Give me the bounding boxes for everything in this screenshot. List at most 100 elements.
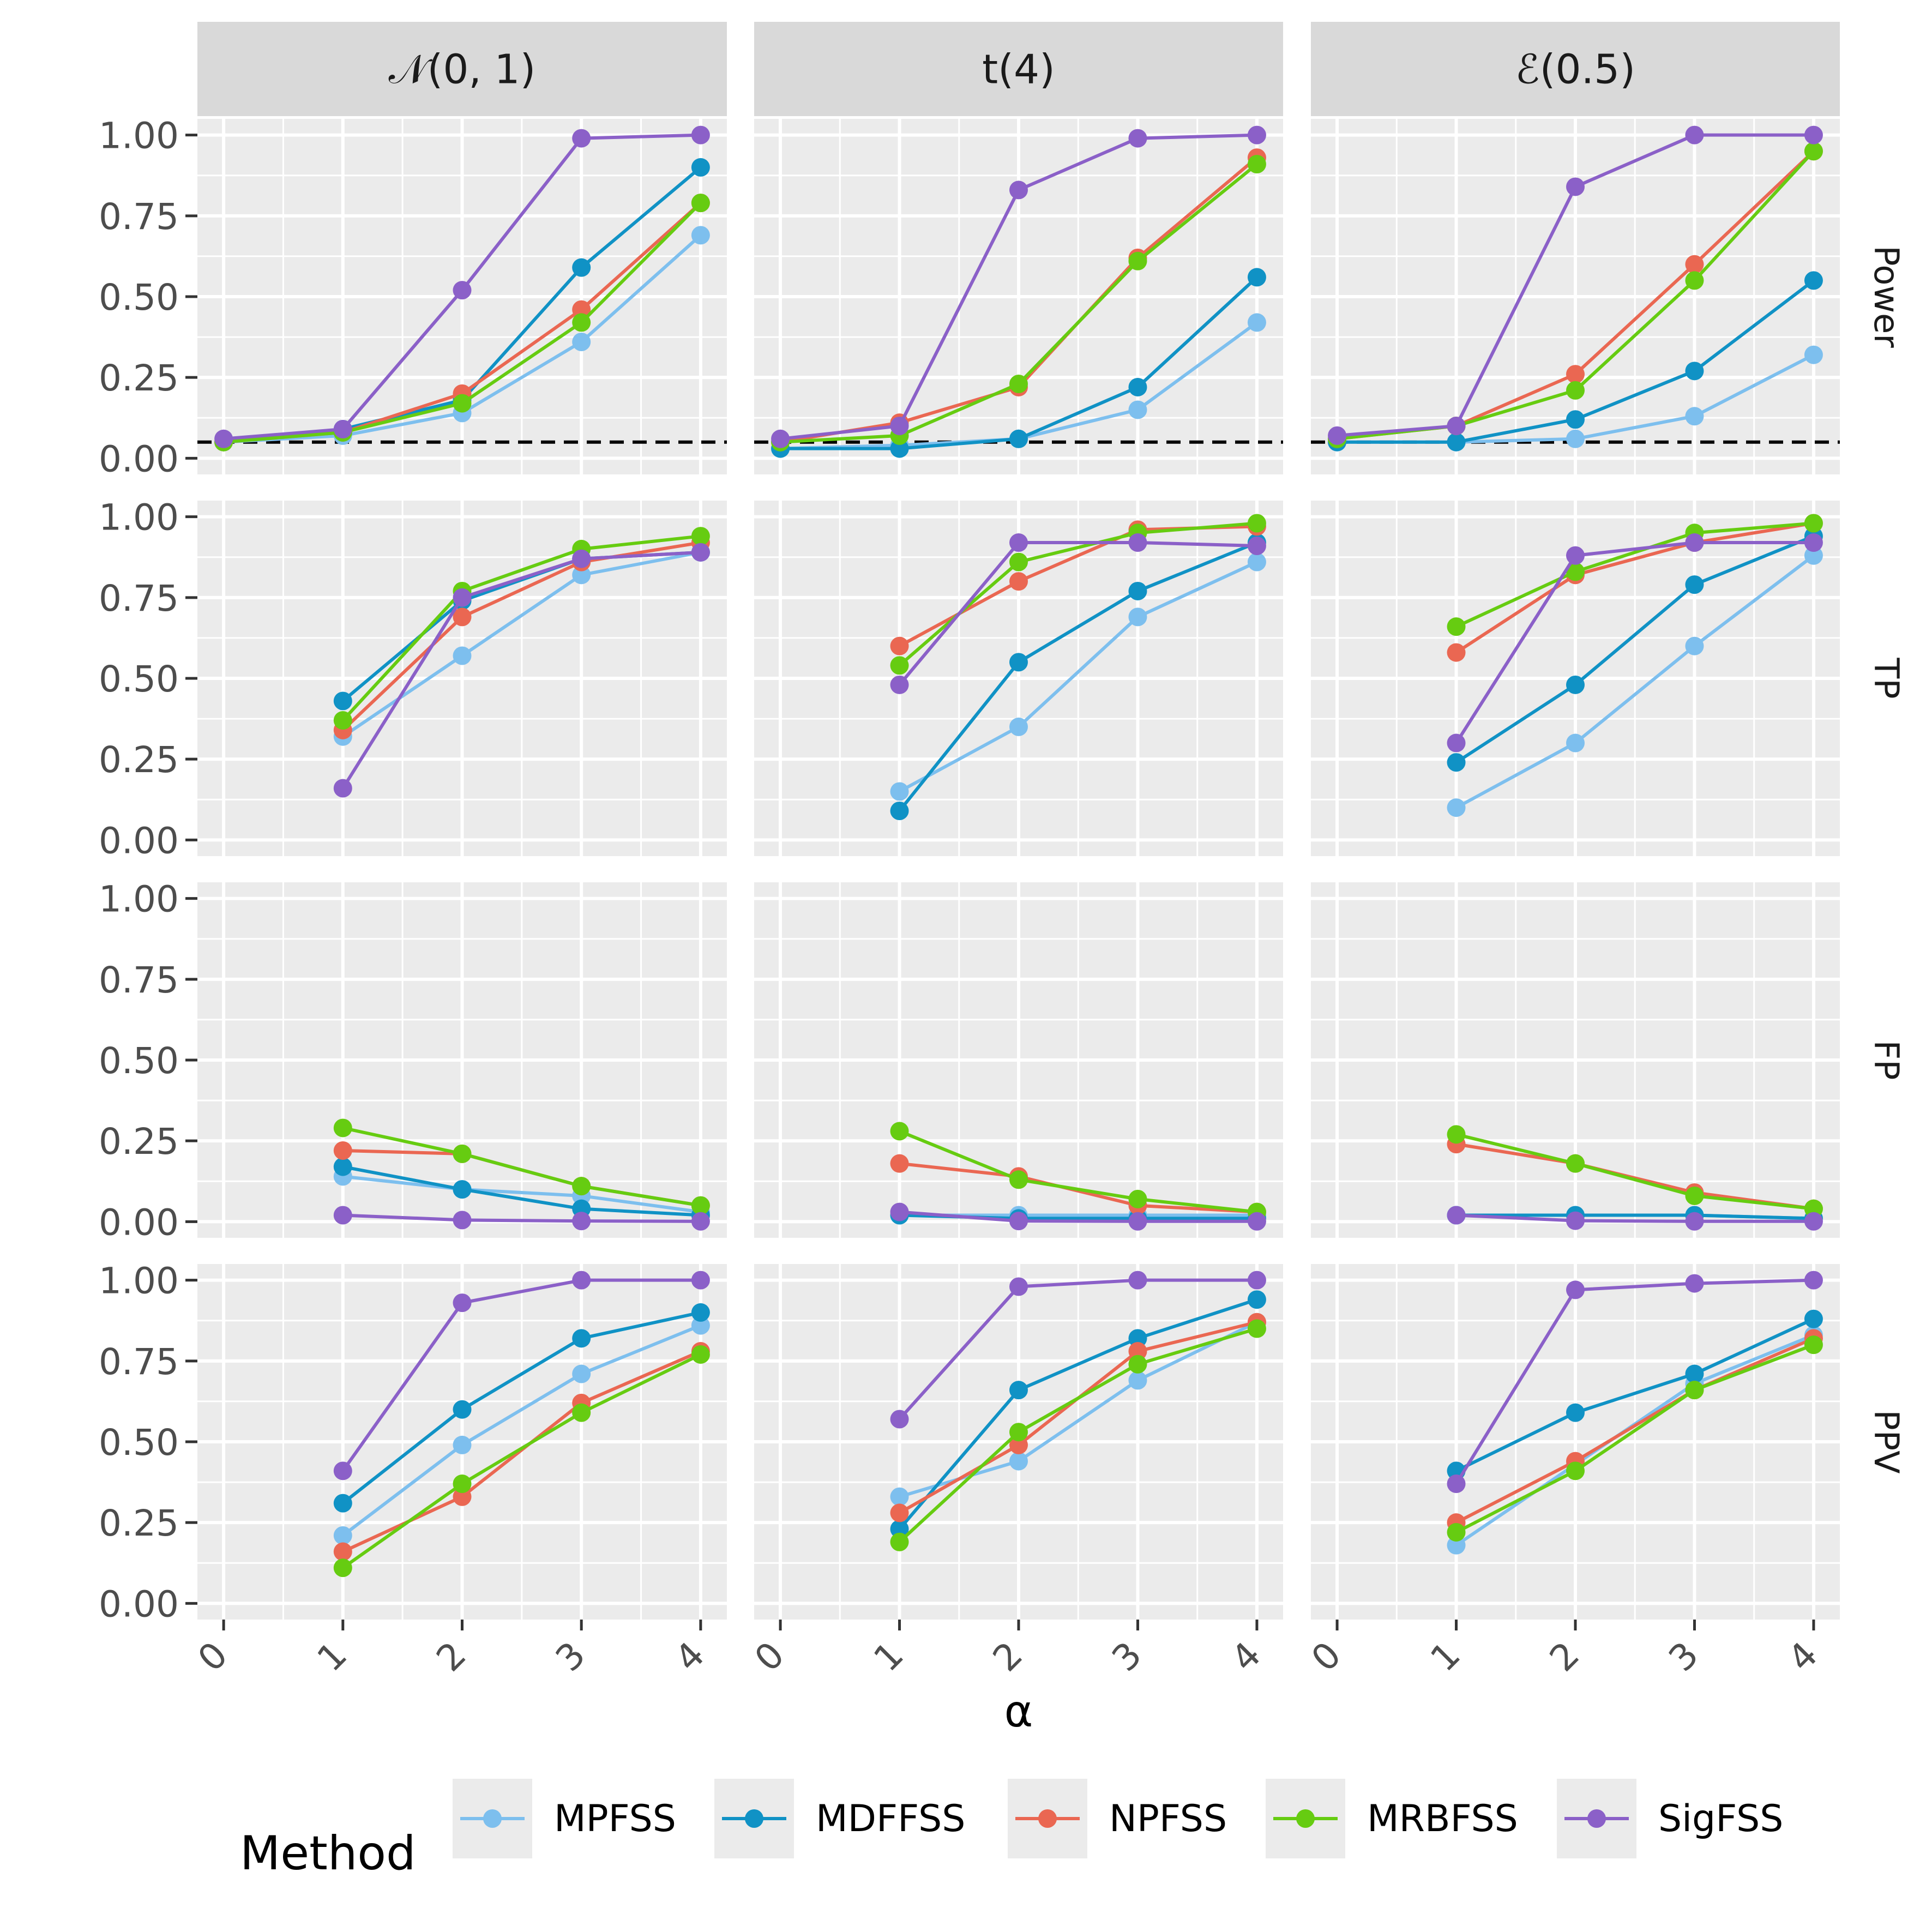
data-point-mpfss [1128,1371,1147,1390]
data-point-sigfss [1447,417,1466,436]
data-point-mrbfss [890,1532,909,1551]
legend-item: NPFSS [1008,1779,1227,1858]
panel [197,119,727,474]
x-tick-label: 1 [309,1634,355,1680]
data-point-sigfss [453,1293,472,1313]
data-point-mpfss [1685,636,1704,655]
data-point-mdffss [890,1520,909,1539]
data-point-mrbfss [1804,514,1823,533]
data-point-sigfss [890,1410,909,1429]
data-point-sigfss [890,417,909,436]
data-point-mpfss [1247,552,1266,571]
data-point-mpfss [333,1526,352,1545]
facet-strip-row-label: FP [1867,1040,1906,1080]
data-point-mpfss [1128,400,1147,419]
data-point-npfss [1128,1342,1147,1361]
data-point-mrbfss [1128,1355,1147,1374]
data-point-mrbfss [333,711,352,730]
data-point-mpfss [453,1435,472,1454]
legend-item: MPFSS [453,1779,676,1858]
data-point-mpfss [1804,345,1823,364]
data-point-npfss [1009,572,1028,591]
series-line-sigfss [1454,541,1814,744]
data-point-sigfss [1566,177,1585,196]
data-point-mdffss [1128,581,1147,600]
data-point-sigfss [1447,1474,1466,1494]
data-point-mpfss [1009,717,1028,736]
series-line-mdffss [1455,1317,1815,1473]
data-point-sigfss [1804,1212,1823,1231]
data-point-npfss [890,1503,909,1522]
data-point-mdffss [333,1494,352,1513]
x-tick-label: 1 [866,1634,912,1680]
series-line-mrbfss [341,534,701,722]
y-tick-label: 0.00 [99,1201,179,1243]
data-point-mdffss [1804,1309,1823,1328]
legend-item: MDFFSS [714,1779,965,1858]
series-line-mrbfss [1455,1343,1815,1534]
series-line-mrbfss [342,1353,702,1569]
data-point-sigfss [771,429,790,448]
data-point-sigfss [1804,125,1823,145]
data-point-mdffss [1685,362,1704,381]
data-point-sigfss [1128,1271,1147,1290]
data-point-mdffss [453,1400,472,1419]
series-line-mrbfss [342,1126,701,1207]
x-axis-title: α [1004,1686,1033,1737]
data-point-mrbfss [1566,1461,1585,1480]
data-point-mdffss [333,1157,352,1176]
data-point-sigfss [1685,1212,1704,1231]
data-point-sigfss [1447,1206,1466,1225]
data-point-sigfss [1247,1212,1266,1231]
y-tick-label: 1.00 [99,878,179,920]
data-point-mdffss [1566,675,1585,694]
y-tick-label: 1.00 [99,115,179,157]
data-point-mpfss [453,646,472,665]
legend-key-point [1038,1809,1057,1828]
data-point-sigfss [1566,1211,1585,1230]
x-tick-label: 2 [1542,1634,1587,1680]
legend-label: MPFSS [554,1797,676,1840]
data-point-mrbfss [572,1177,591,1196]
series-line-mdffss [1455,534,1815,764]
data-point-sigfss [1128,1212,1147,1231]
data-point-sigfss [1804,1271,1823,1290]
data-point-npfss [1566,365,1585,384]
data-point-mrbfss [453,1144,472,1163]
data-point-npfss [890,1154,909,1173]
series-line-sigfss [1456,1213,1814,1223]
y-tick-label: 0.00 [99,820,179,862]
series-line-npfss [1455,1337,1815,1524]
data-point-mrbfss [1566,562,1585,581]
data-point-mdffss [1447,432,1466,452]
series-line-mdffss [341,1310,701,1504]
series-line-sigfss [898,1278,1257,1421]
y-tick-label: 0.75 [99,1341,179,1383]
data-point-mrbfss [691,527,710,546]
data-point-sigfss [333,1206,352,1225]
data-point-sigfss [1128,129,1147,148]
y-tick-label: 0.00 [99,438,179,480]
data-point-sigfss [1247,125,1266,145]
data-point-sigfss [1009,180,1028,200]
y-tick-label: 0.00 [99,1583,179,1625]
y-tick-label: 0.25 [99,1502,179,1544]
x-tick-label: 0 [747,1634,792,1680]
data-point-mpfss [1009,1452,1028,1471]
data-point-sigfss [1247,536,1266,555]
data-point-mrbfss [890,656,909,675]
data-point-mrbfss [1804,1335,1823,1355]
data-point-npfss [453,607,472,627]
facet-strip-row-label: Power [1867,245,1906,348]
x-tick-label: 0 [1303,1634,1349,1680]
series-line-sigfss [341,550,701,790]
series-line-mdffss [342,1165,701,1217]
facet-strip-label: 𝒩(0, 1) [389,46,536,93]
legend-key-point [483,1809,502,1828]
data-point-mrbfss [1685,271,1704,290]
data-point-sigfss [333,420,352,439]
data-point-sigfss [1685,1274,1704,1293]
panel [754,1264,1283,1620]
data-point-mdffss [1804,271,1823,290]
